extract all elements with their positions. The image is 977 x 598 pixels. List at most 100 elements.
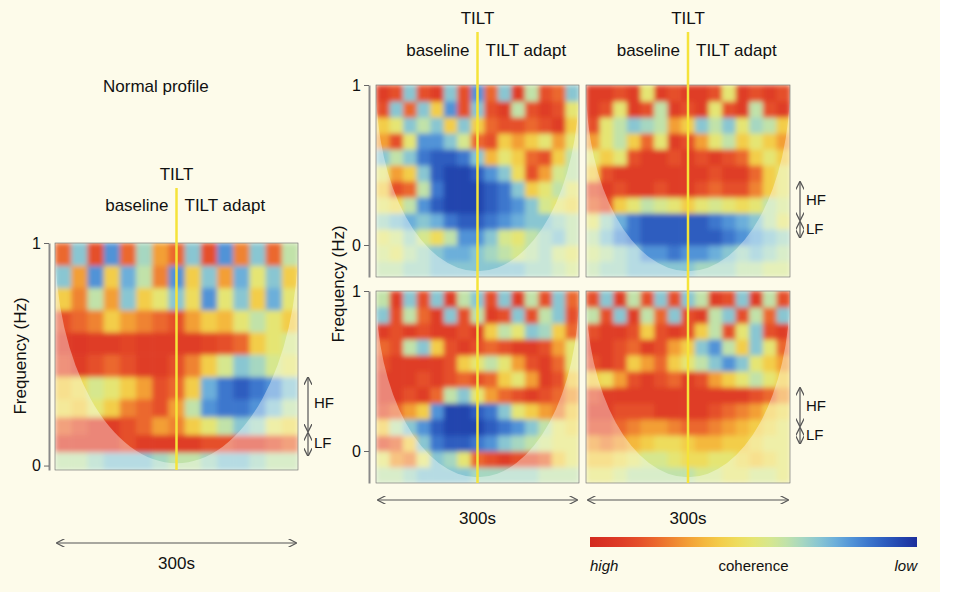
cell (152, 243, 169, 266)
cell (136, 332, 153, 355)
cell (525, 85, 539, 102)
cell (484, 101, 498, 118)
cell (627, 165, 641, 182)
cell (417, 181, 431, 198)
cell (654, 435, 668, 452)
cone-of-influence (55, 243, 298, 470)
cell (627, 371, 641, 388)
cell (627, 181, 641, 198)
cell (444, 291, 458, 308)
cell (430, 85, 444, 102)
cell (282, 265, 298, 288)
cell (104, 399, 121, 417)
cell (538, 133, 552, 150)
y-tick-label: 1 (32, 235, 41, 252)
cell (417, 291, 431, 308)
cell (722, 213, 736, 230)
cell (185, 310, 202, 333)
cell (217, 399, 234, 417)
cell (654, 307, 668, 324)
cell (498, 435, 512, 452)
band-label: HF (314, 394, 334, 411)
event-line (687, 32, 690, 277)
plot-area (376, 85, 579, 277)
cell (430, 371, 444, 388)
cell (249, 310, 266, 333)
cell (152, 399, 169, 417)
cell (695, 291, 709, 308)
cell (201, 399, 218, 417)
cell (736, 101, 750, 118)
x-axis-title: 300s (459, 509, 496, 528)
cell (403, 371, 417, 388)
cell (457, 213, 471, 230)
cell (457, 339, 471, 356)
cell (217, 417, 234, 435)
y-tick-mark (364, 85, 369, 86)
cell (430, 435, 444, 452)
cell (201, 243, 218, 266)
cell (600, 117, 614, 134)
cell (390, 149, 404, 166)
cell (444, 403, 458, 420)
cell (668, 149, 682, 166)
cell (484, 133, 498, 150)
cell (403, 323, 417, 340)
cell (152, 434, 169, 452)
cell (376, 307, 390, 324)
cell (249, 332, 266, 355)
cell (457, 355, 471, 372)
cell (233, 354, 250, 377)
cell (457, 403, 471, 420)
cell (484, 149, 498, 166)
cell (565, 85, 579, 102)
cell (417, 307, 431, 324)
cell (120, 399, 137, 417)
cell (403, 85, 417, 102)
cell (444, 419, 458, 436)
cell (444, 85, 458, 102)
cell (457, 323, 471, 340)
cell (654, 117, 668, 134)
cell (201, 354, 218, 377)
y-axis-line (369, 292, 371, 484)
cell (430, 323, 444, 340)
figure: TILTbaselineTILT adaptNormal profile01Fr… (0, 0, 977, 598)
cell (201, 332, 218, 355)
y-tick-label: 1 (352, 77, 361, 94)
cell (136, 265, 153, 288)
cell (538, 117, 552, 134)
cell (613, 85, 627, 102)
cell (120, 310, 137, 333)
cell (668, 307, 682, 324)
cell (498, 213, 512, 230)
cell (749, 197, 763, 214)
cell (390, 307, 404, 324)
cell (654, 451, 668, 468)
cell (552, 101, 566, 118)
cell (538, 355, 552, 372)
plot-area (586, 291, 790, 483)
cell (104, 243, 121, 266)
cell (403, 149, 417, 166)
cell (552, 149, 566, 166)
cell (749, 181, 763, 198)
cell (498, 339, 512, 356)
cell (627, 85, 641, 102)
cell (87, 377, 104, 400)
cell (217, 265, 234, 288)
cell (763, 371, 777, 388)
cell (71, 332, 88, 355)
cell (484, 371, 498, 388)
cell (695, 323, 709, 340)
panel: 300sHFLF (586, 105, 826, 528)
cell (87, 288, 104, 311)
cell (600, 165, 614, 182)
cell (136, 417, 153, 435)
cell (201, 265, 218, 288)
cell (695, 117, 709, 134)
cell (654, 197, 668, 214)
cell (668, 181, 682, 198)
cell (390, 371, 404, 388)
cell (654, 387, 668, 404)
